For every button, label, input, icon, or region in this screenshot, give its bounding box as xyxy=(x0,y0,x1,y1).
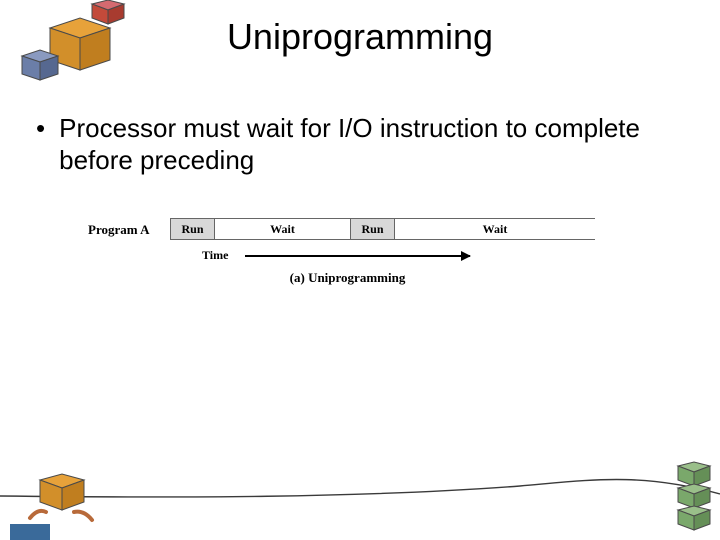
segment-run: Run xyxy=(170,218,215,240)
program-label: Program A xyxy=(88,222,150,238)
slide-title: Uniprogramming xyxy=(0,16,720,58)
time-label: Time xyxy=(202,248,228,263)
segment-wait: Wait xyxy=(395,218,595,240)
timeline-row: Program A RunWaitRunWait xyxy=(90,218,605,242)
time-axis: Time xyxy=(90,248,605,268)
bullet-marker: • xyxy=(36,112,45,144)
segment-wait: Wait xyxy=(215,218,350,240)
segment-run: Run xyxy=(350,218,395,240)
time-arrow xyxy=(245,255,470,257)
decoration-bottom-left xyxy=(0,470,120,540)
diagram-caption: (a) Uniprogramming xyxy=(90,270,605,286)
bullet-item: • Processor must wait for I/O instructio… xyxy=(36,112,690,176)
decoration-bottom-right xyxy=(660,460,720,540)
bullet-text: Processor must wait for I/O instruction … xyxy=(59,112,690,176)
uniprogramming-diagram: Program A RunWaitRunWait Time (a) Unipro… xyxy=(90,218,605,308)
